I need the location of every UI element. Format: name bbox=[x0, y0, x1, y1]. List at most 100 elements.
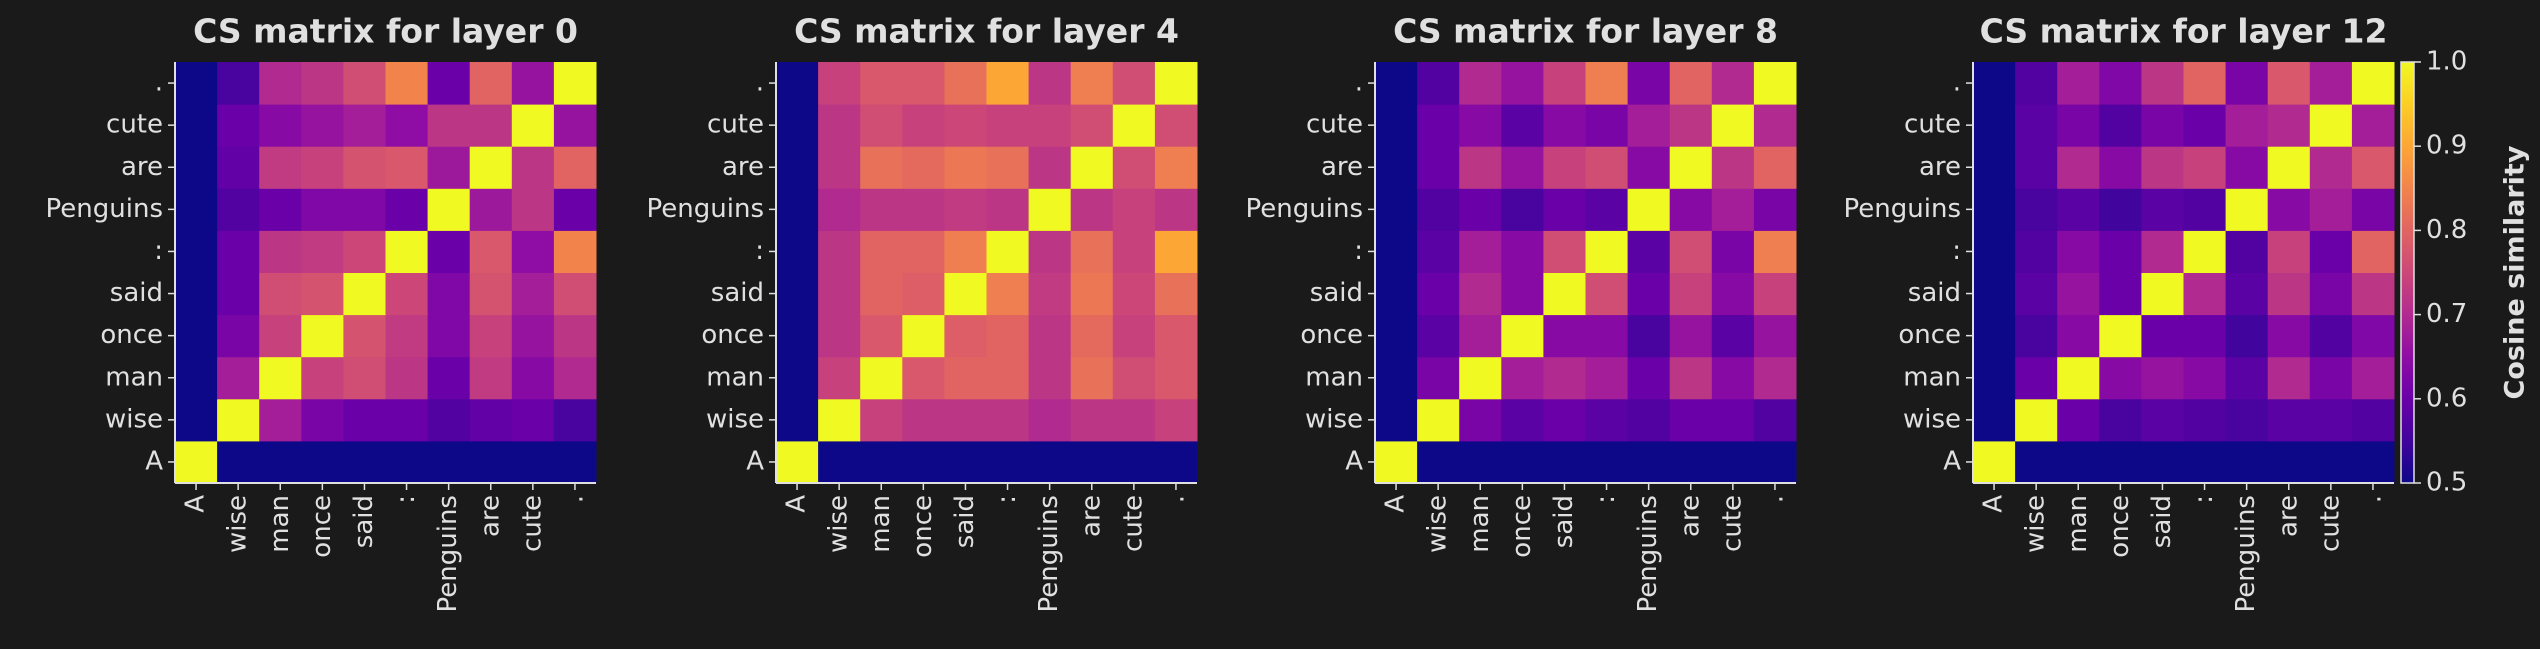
heatmap-cell bbox=[2267, 230, 2311, 273]
heatmap-cell bbox=[1543, 440, 1586, 484]
heatmap-cell bbox=[2015, 314, 2058, 358]
heatmap-cell bbox=[2099, 440, 2142, 484]
heatmap-cell bbox=[2141, 314, 2184, 358]
heatmap-cell bbox=[2141, 398, 2184, 442]
colorbar-tick-label: 0.5 bbox=[2426, 468, 2467, 498]
heatmap-cell bbox=[944, 62, 987, 105]
heatmap-cell bbox=[1669, 188, 1713, 231]
heatmap-cell bbox=[217, 314, 260, 358]
heatmap-cell bbox=[175, 146, 218, 189]
heatmap-cell bbox=[1973, 440, 2016, 484]
heatmap-cell bbox=[343, 356, 386, 400]
y-tick-label: once bbox=[100, 320, 163, 350]
heatmap-cell bbox=[1501, 440, 1544, 484]
heatmap-cell bbox=[553, 62, 597, 105]
heatmap-cell bbox=[1028, 62, 1072, 105]
heatmap-cell bbox=[1501, 188, 1544, 231]
heatmap-cell bbox=[301, 104, 344, 147]
heatmap-cell bbox=[301, 356, 344, 400]
heatmap-cell bbox=[2057, 230, 2100, 273]
y-tick-label: are bbox=[1321, 152, 1363, 182]
y-tick-label: said bbox=[711, 278, 764, 308]
x-tick-label: Penguins bbox=[1034, 495, 1064, 612]
y-tick-label: Penguins bbox=[647, 194, 764, 224]
heatmap-cell bbox=[2351, 146, 2395, 189]
colorbar bbox=[2400, 61, 2415, 484]
x-tick-label: man bbox=[1465, 495, 1495, 553]
heatmap-cell bbox=[860, 146, 903, 189]
heatmap-cell bbox=[2099, 398, 2142, 442]
y-tick-label: Penguins bbox=[46, 194, 163, 224]
y-tick-label: : bbox=[154, 236, 163, 266]
heatmap-cell bbox=[860, 440, 903, 484]
heatmap-cell bbox=[860, 272, 903, 316]
heatmap-cell bbox=[1585, 230, 1629, 273]
heatmap-cell bbox=[986, 440, 1030, 484]
heatmap-cell bbox=[2141, 62, 2184, 105]
heatmap-cell bbox=[944, 314, 987, 358]
heatmap-cell bbox=[2225, 440, 2269, 484]
heatmap-cell bbox=[1417, 356, 1460, 400]
heatmap-cell bbox=[175, 230, 218, 273]
heatmap-cell bbox=[1070, 314, 1114, 358]
heatmap-cell bbox=[2267, 272, 2311, 316]
heatmap-cell bbox=[2225, 272, 2269, 316]
heatmap-cell bbox=[553, 188, 597, 231]
heatmap-cell bbox=[259, 398, 302, 442]
heatmap-cell bbox=[217, 356, 260, 400]
chart-title: CS matrix for layer 12 bbox=[1980, 12, 2388, 51]
heatmap-cell bbox=[2351, 272, 2395, 316]
heatmap-cell bbox=[2309, 398, 2353, 442]
chart-title: CS matrix for layer 0 bbox=[193, 12, 578, 51]
x-tick-label: Penguins bbox=[433, 495, 463, 612]
heatmap-cell bbox=[1028, 188, 1072, 231]
heatmap-cell bbox=[2267, 104, 2311, 147]
heatmap-cell bbox=[1669, 62, 1713, 105]
heatmap-cell bbox=[944, 272, 987, 316]
heatmap-cell bbox=[2351, 230, 2395, 273]
heatmap-cell bbox=[986, 272, 1030, 316]
heatmap-cell bbox=[1112, 146, 1156, 189]
x-tick-label: said bbox=[1549, 495, 1579, 548]
heatmap-cell bbox=[2141, 188, 2184, 231]
heatmap-cell bbox=[2309, 146, 2353, 189]
heatmap-cell bbox=[427, 188, 471, 231]
heatmap-cell bbox=[1543, 104, 1586, 147]
heatmap-cell bbox=[902, 440, 945, 484]
heatmap-cell bbox=[776, 272, 819, 316]
heatmap-cell bbox=[2309, 356, 2353, 400]
heatmap-cell bbox=[902, 146, 945, 189]
heatmap-cell bbox=[1154, 188, 1198, 231]
heatmap-cell bbox=[2057, 146, 2100, 189]
heatmap-cell bbox=[986, 188, 1030, 231]
heatmap-cell bbox=[1375, 398, 1418, 442]
heatmap-cell bbox=[427, 398, 471, 442]
heatmap-cell bbox=[385, 314, 429, 358]
heatmap-cell bbox=[1973, 188, 2016, 231]
heatmap-cell bbox=[175, 104, 218, 147]
heatmap-cell bbox=[427, 314, 471, 358]
y-tick-label: man bbox=[1903, 362, 1961, 392]
heatmap-cell bbox=[2351, 188, 2395, 231]
heatmap-cell bbox=[553, 146, 597, 189]
heatmap-cell bbox=[1669, 104, 1713, 147]
heatmap-cell bbox=[259, 230, 302, 273]
heatmap-cell bbox=[944, 104, 987, 147]
heatmap-cell bbox=[1973, 314, 2016, 358]
heatmap-cell bbox=[776, 440, 819, 484]
heatmap-cell bbox=[860, 314, 903, 358]
heatmap-cell bbox=[1028, 146, 1072, 189]
heatmap-cell bbox=[553, 272, 597, 316]
heatmap-cell bbox=[301, 230, 344, 273]
heatmap-cell bbox=[1375, 146, 1418, 189]
heatmap-cell bbox=[385, 398, 429, 442]
heatmap-cell bbox=[175, 314, 218, 358]
heatmap-cell bbox=[1028, 314, 1072, 358]
heatmap-cell bbox=[2141, 146, 2184, 189]
heatmap-cell bbox=[1459, 188, 1502, 231]
x-tick-label: cute bbox=[1717, 495, 1747, 552]
heatmap-cell bbox=[343, 314, 386, 358]
x-tick-label: wise bbox=[1423, 495, 1453, 553]
y-tick-label: said bbox=[1310, 278, 1363, 308]
